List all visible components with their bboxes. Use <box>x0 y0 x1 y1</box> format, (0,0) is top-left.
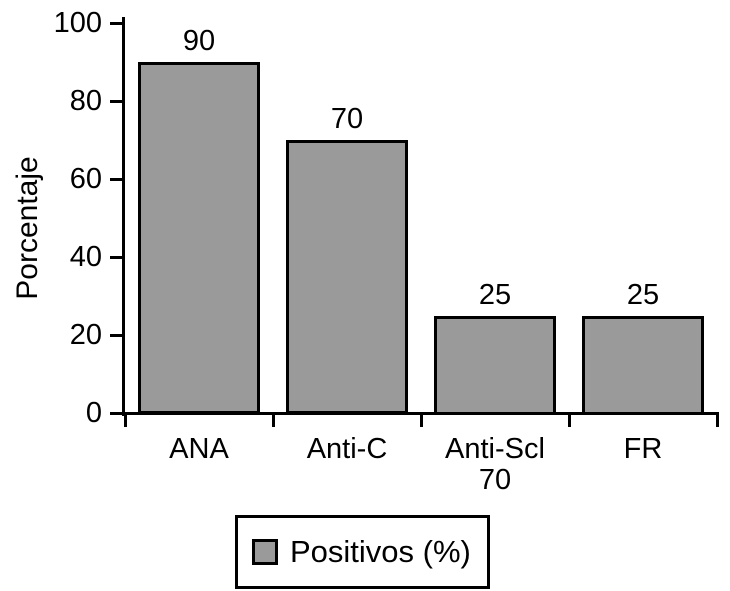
bar-ana <box>138 62 260 414</box>
y-tick-label: 40 <box>69 241 102 273</box>
legend-gray-square-icon <box>252 539 278 565</box>
x-tick <box>568 415 571 427</box>
legend: Positivos (%) <box>235 515 490 589</box>
bar-anti-c <box>286 140 408 414</box>
y-tick-label: 20 <box>69 319 102 351</box>
bar-value-label: 70 <box>330 103 364 135</box>
x-tick-label: ANA <box>125 434 273 465</box>
x-tick <box>716 415 719 427</box>
y-axis-line <box>122 17 125 416</box>
bar-anti-scl-70 <box>434 316 556 415</box>
y-tick-label: 0 <box>85 397 102 429</box>
y-tick <box>110 412 122 415</box>
bar-value-label: 25 <box>478 279 512 311</box>
y-tick-label: 100 <box>53 7 102 39</box>
bar-fr <box>582 316 704 415</box>
x-tick-label: FR <box>569 434 717 465</box>
x-tick <box>272 415 275 427</box>
y-tick <box>110 256 122 259</box>
y-tick <box>110 334 122 337</box>
x-tick <box>420 415 423 427</box>
x-tick-label-line: 70 <box>478 464 512 496</box>
bar-value-label: 25 <box>626 279 660 311</box>
y-tick-label: 60 <box>69 163 102 195</box>
x-tick-label: Anti-Scl 70 <box>421 434 569 496</box>
x-axis-line <box>122 412 719 415</box>
y-tick-label: 80 <box>69 85 102 117</box>
y-tick <box>110 22 122 25</box>
y-tick <box>110 100 122 103</box>
legend-label: Positivos (%) <box>290 534 471 569</box>
y-tick <box>110 178 122 181</box>
bar-value-label: 90 <box>182 25 216 57</box>
x-tick-label-line: FR <box>623 433 663 465</box>
x-tick-label-line: ANA <box>169 433 229 465</box>
x-tick-label: Anti-C <box>273 434 421 465</box>
x-tick-label-line: Anti-Scl <box>445 433 545 465</box>
x-tick-label-line: Anti-C <box>306 433 388 465</box>
x-tick <box>124 415 127 427</box>
